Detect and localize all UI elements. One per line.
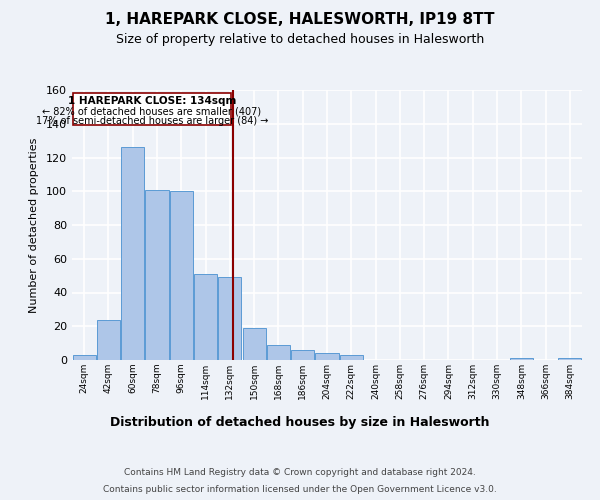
Bar [73, 355, 96, 360]
Bar [121, 148, 145, 360]
Bar [316, 353, 338, 360]
Bar [145, 190, 169, 360]
FancyBboxPatch shape [73, 94, 231, 126]
Bar [97, 320, 120, 360]
Y-axis label: Number of detached properties: Number of detached properties [29, 138, 39, 312]
Bar [267, 345, 290, 360]
Text: Contains public sector information licensed under the Open Government Licence v3: Contains public sector information licen… [103, 484, 497, 494]
Bar [509, 358, 533, 360]
Text: ← 82% of detached houses are smaller (407): ← 82% of detached houses are smaller (40… [43, 106, 262, 116]
Bar [291, 350, 314, 360]
Bar [194, 274, 217, 360]
Text: Contains HM Land Registry data © Crown copyright and database right 2024.: Contains HM Land Registry data © Crown c… [124, 468, 476, 477]
Text: 1 HAREPARK CLOSE: 134sqm: 1 HAREPARK CLOSE: 134sqm [68, 96, 236, 106]
Bar [340, 355, 363, 360]
Text: 1, HAREPARK CLOSE, HALESWORTH, IP19 8TT: 1, HAREPARK CLOSE, HALESWORTH, IP19 8TT [105, 12, 495, 28]
Text: Distribution of detached houses by size in Halesworth: Distribution of detached houses by size … [110, 416, 490, 429]
Bar [170, 191, 193, 360]
Bar [558, 358, 581, 360]
Bar [218, 278, 241, 360]
Text: Size of property relative to detached houses in Halesworth: Size of property relative to detached ho… [116, 32, 484, 46]
Text: 17% of semi-detached houses are larger (84) →: 17% of semi-detached houses are larger (… [36, 116, 268, 126]
Bar [242, 328, 266, 360]
